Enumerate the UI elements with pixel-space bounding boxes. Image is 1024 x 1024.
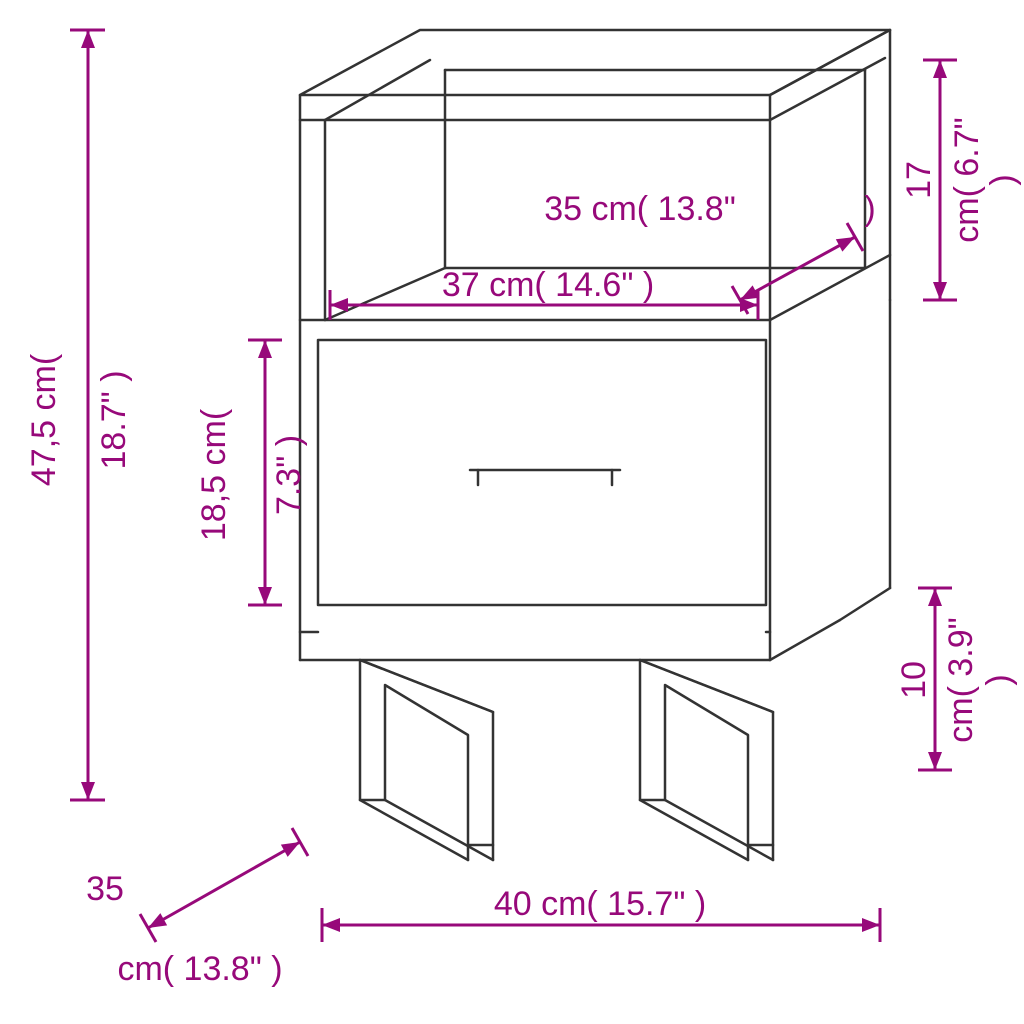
depth-cm: 35	[86, 870, 124, 908]
dim-total-height: 47,5 cm( 18.7" )	[25, 30, 133, 800]
dim-open-height: 17 cm( 6.7" )	[900, 60, 1022, 300]
dim-inner-width: 37 cm( 14.6" )	[330, 266, 758, 320]
dim-leg-height: 10 cm( 3.9" )	[895, 588, 1018, 770]
depth-in: cm( 13.8" )	[117, 950, 282, 988]
shelf-depth-in: )	[864, 190, 875, 228]
open-height-in-a: cm( 6.7"	[948, 117, 986, 242]
dim-width: 40 cm( 15.7" )	[322, 885, 880, 942]
product-outline	[300, 30, 890, 860]
drawer-handle	[470, 470, 620, 485]
dimensions: 47,5 cm( 18.7" ) 18,5 cm( 7.3" ) 35 cm( …	[25, 30, 1022, 988]
dimension-diagram: 47,5 cm( 18.7" ) 18,5 cm( 7.3" ) 35 cm( …	[0, 0, 1024, 1024]
dim-drawer-height: 18,5 cm( 7.3" )	[195, 340, 308, 605]
total-height-in: 18.7" )	[95, 370, 133, 469]
leg-height-in-b: )	[980, 674, 1018, 685]
drawer-height-in: 7.3" )	[270, 435, 308, 515]
leg-height-in-a: cm( 3.9"	[942, 617, 980, 742]
open-height-in-b: )	[984, 174, 1022, 185]
width-cm: 40 cm( 15.7" )	[494, 885, 706, 923]
dim-depth: 35 cm( 13.8" )	[86, 828, 308, 988]
inner-width-cm: 37 cm( 14.6" )	[442, 266, 654, 304]
total-height-cm: 47,5 cm(	[25, 353, 63, 486]
shelf-depth-cm: 35 cm( 13.8"	[544, 190, 736, 228]
leg-height-cm: 10	[895, 661, 933, 699]
open-height-cm: 17	[900, 161, 938, 199]
drawer-height-cm: 18,5 cm(	[195, 408, 233, 541]
